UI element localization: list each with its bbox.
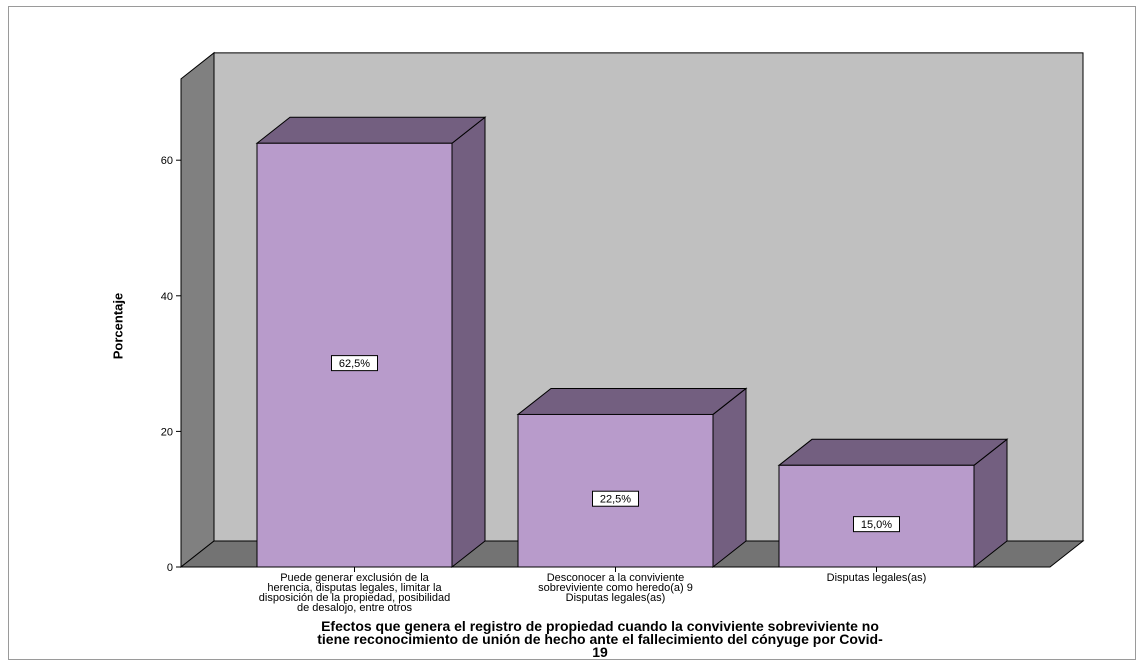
bar-side-2 [712,387,747,569]
category-label-1: Puede generar exclusión de la herencia, d… [225,572,485,614]
category-label-2: Desconocer a la conviviente sobreviviente… [486,572,746,604]
category-label-3: Disputas legales(as) [747,572,1007,584]
bar-top-1 [255,116,487,144]
data-label-box-1 [331,355,378,372]
data-label-1: 62,5% [339,358,370,370]
data-label-2: 22,5% [600,494,631,506]
category-label-2-line-3: Disputas legales(as) [565,592,666,604]
bar-top-2 [516,387,748,415]
category-label-2-line-1: Desconocer a la conviviente [546,572,685,584]
y-axis-label: Porcentaje [110,292,126,360]
x-axis-title-line-3: 19 [592,644,608,660]
y-tick-label-0: 0 [167,562,173,574]
category-label-1-line-4: de desalojo, entre otros [297,602,412,614]
category-label-1-line-3: disposición de la propiedad, posibilidad [258,592,451,604]
y-tick-label-40: 40 [161,291,173,303]
bar-top-3 [777,438,1009,466]
left-wall [180,51,215,569]
x-axis-title: Efectos que genera el registro de propie… [150,618,1050,660]
category-label-1-line-2: herencia, disputas legales, limitar la [267,582,442,594]
category-label-2-line-2: sobreviviente como heredo(a) 9 [538,582,693,594]
x-axis-title-line-2: tiene reconocimiento de unión de hecho a… [317,631,883,647]
y-tick-label-20: 20 [161,426,173,438]
data-label-3: 15,0% [861,519,892,531]
x-axis-title-line-1: Efectos que genera el registro de propie… [321,618,879,634]
data-label-box-3 [853,516,900,533]
bar-side-1 [451,116,486,569]
bar-3 [778,464,975,568]
category-label-3-line-1: Disputas legales(as) [826,572,927,584]
category-label-1-line-1: Puede generar exclusión de la [280,572,429,584]
data-label-box-2 [592,490,639,507]
y-tick-label-60: 60 [161,155,173,167]
